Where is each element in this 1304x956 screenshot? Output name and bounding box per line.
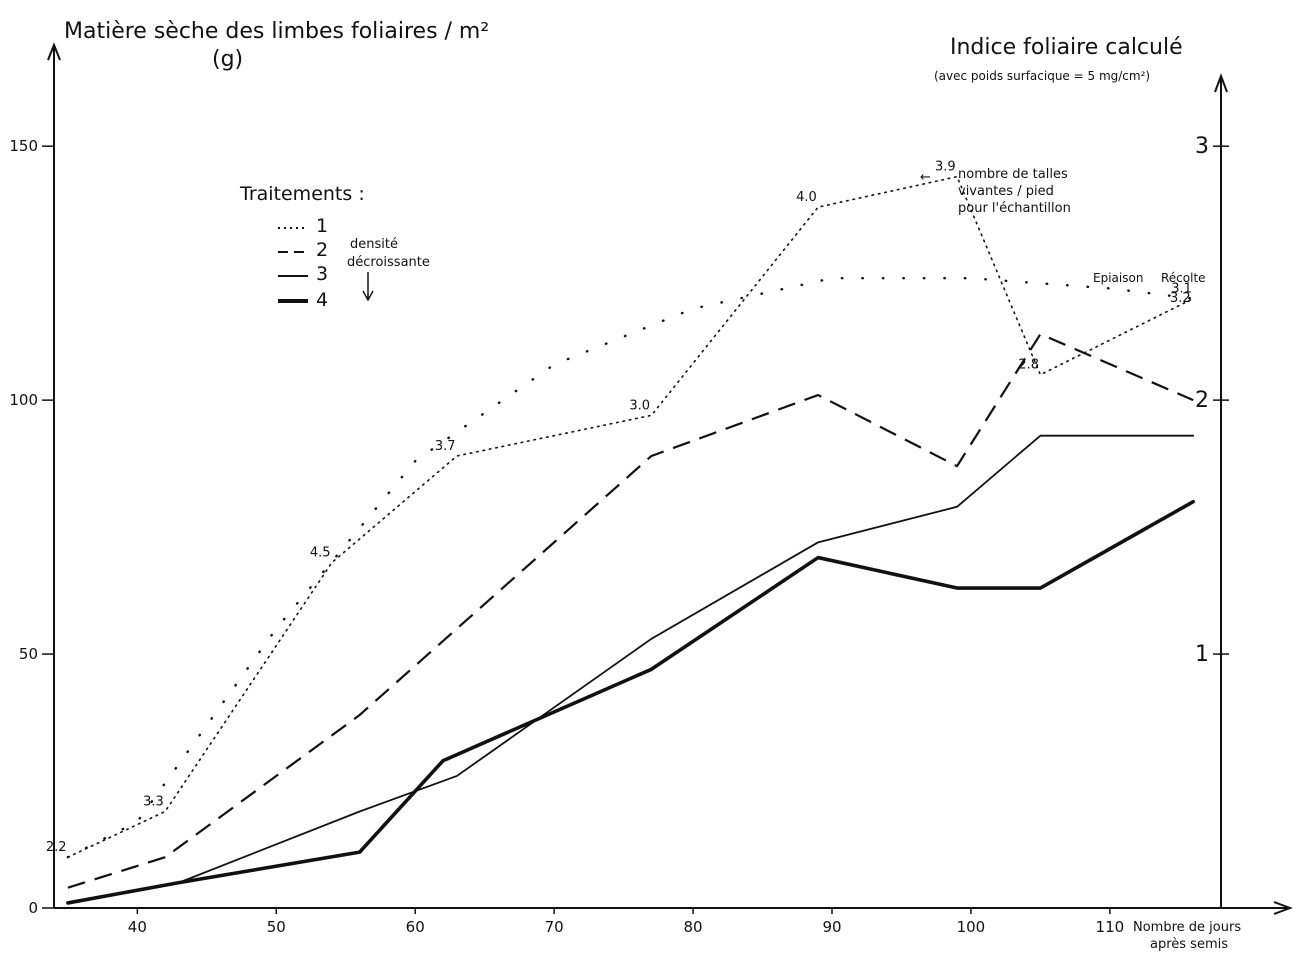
y-tick-label: 100 [9,391,38,409]
x-tick-label: 70 [545,918,564,936]
legend-note-line2: décroissante [347,255,430,270]
y-axis-arrow [47,42,61,61]
y2-axis-note: (avec poids surfacique = 5 mg/cm²) [934,69,1150,83]
point-label: 4.0 [796,190,817,205]
y2-tick-label: 2 [1195,388,1209,413]
y-axis-unit: (g) [212,47,243,72]
legend-title: Traitements : [239,183,365,205]
point-label: 2.2 [46,840,67,855]
x-tick-label: 110 [1096,918,1125,936]
x-tick-label: 80 [684,918,703,936]
point-label: 4.5 [310,546,331,561]
series-1-line [67,175,1195,859]
tillers-note-line2: vivantes / pied [958,184,1054,199]
point-label: 3.0 [629,398,650,413]
series-2-line [67,332,1194,889]
y-tick-label: 150 [9,137,38,155]
x-tick-label: 40 [128,918,147,936]
x-axis-title: Nombre de jours [1133,920,1241,935]
recolte-value: 3.2 [1170,291,1191,306]
series-3-line [66,434,1195,904]
point-label: 3.3 [143,795,164,810]
y2-axis-arrow [1214,73,1228,93]
point-label: 2.8 [1018,358,1039,373]
point-label: 3.1 [1171,282,1192,297]
series-4-line [66,499,1196,905]
legend-label-4: 4 [316,289,328,311]
x-tick-label: 50 [267,918,286,936]
tillers-note-line1: nombre de talles [958,167,1068,182]
y-tick-label: 50 [19,645,38,663]
x-tick-label: 100 [957,918,986,936]
y2-tick-label: 3 [1195,134,1209,159]
x-axis-arrow [1273,901,1293,915]
y-tick-label: 0 [28,899,38,917]
x-axis-title-line2: après semis [1150,937,1228,952]
tillers-note-line3: pour l'échantillon [958,201,1071,216]
epiaison-label: Epiaison [1093,271,1143,285]
legend-label-1: 1 [316,215,328,237]
recolte-label: Récolte [1161,271,1206,285]
x-tick-label: 90 [822,918,841,936]
point-label: 3.9 [935,160,956,175]
x-tick-label: 60 [406,918,425,936]
y2-axis-title: Indice foliaire calculé [950,35,1183,60]
y-axis-title: Matière sèche des limbes foliaires / m² [64,19,489,44]
y2-tick-label: 1 [1195,642,1209,667]
legend-note-arrowhead [362,290,374,302]
legend-label-2: 2 [316,239,328,261]
tillers-arrow: ← [920,170,931,185]
legend-label-3: 3 [316,263,328,285]
point-label: 3.7 [435,439,456,454]
legend: Traitements : 1 2 3 4 densité décroissan… [239,183,430,311]
legend-note-line1: densité [350,237,398,252]
